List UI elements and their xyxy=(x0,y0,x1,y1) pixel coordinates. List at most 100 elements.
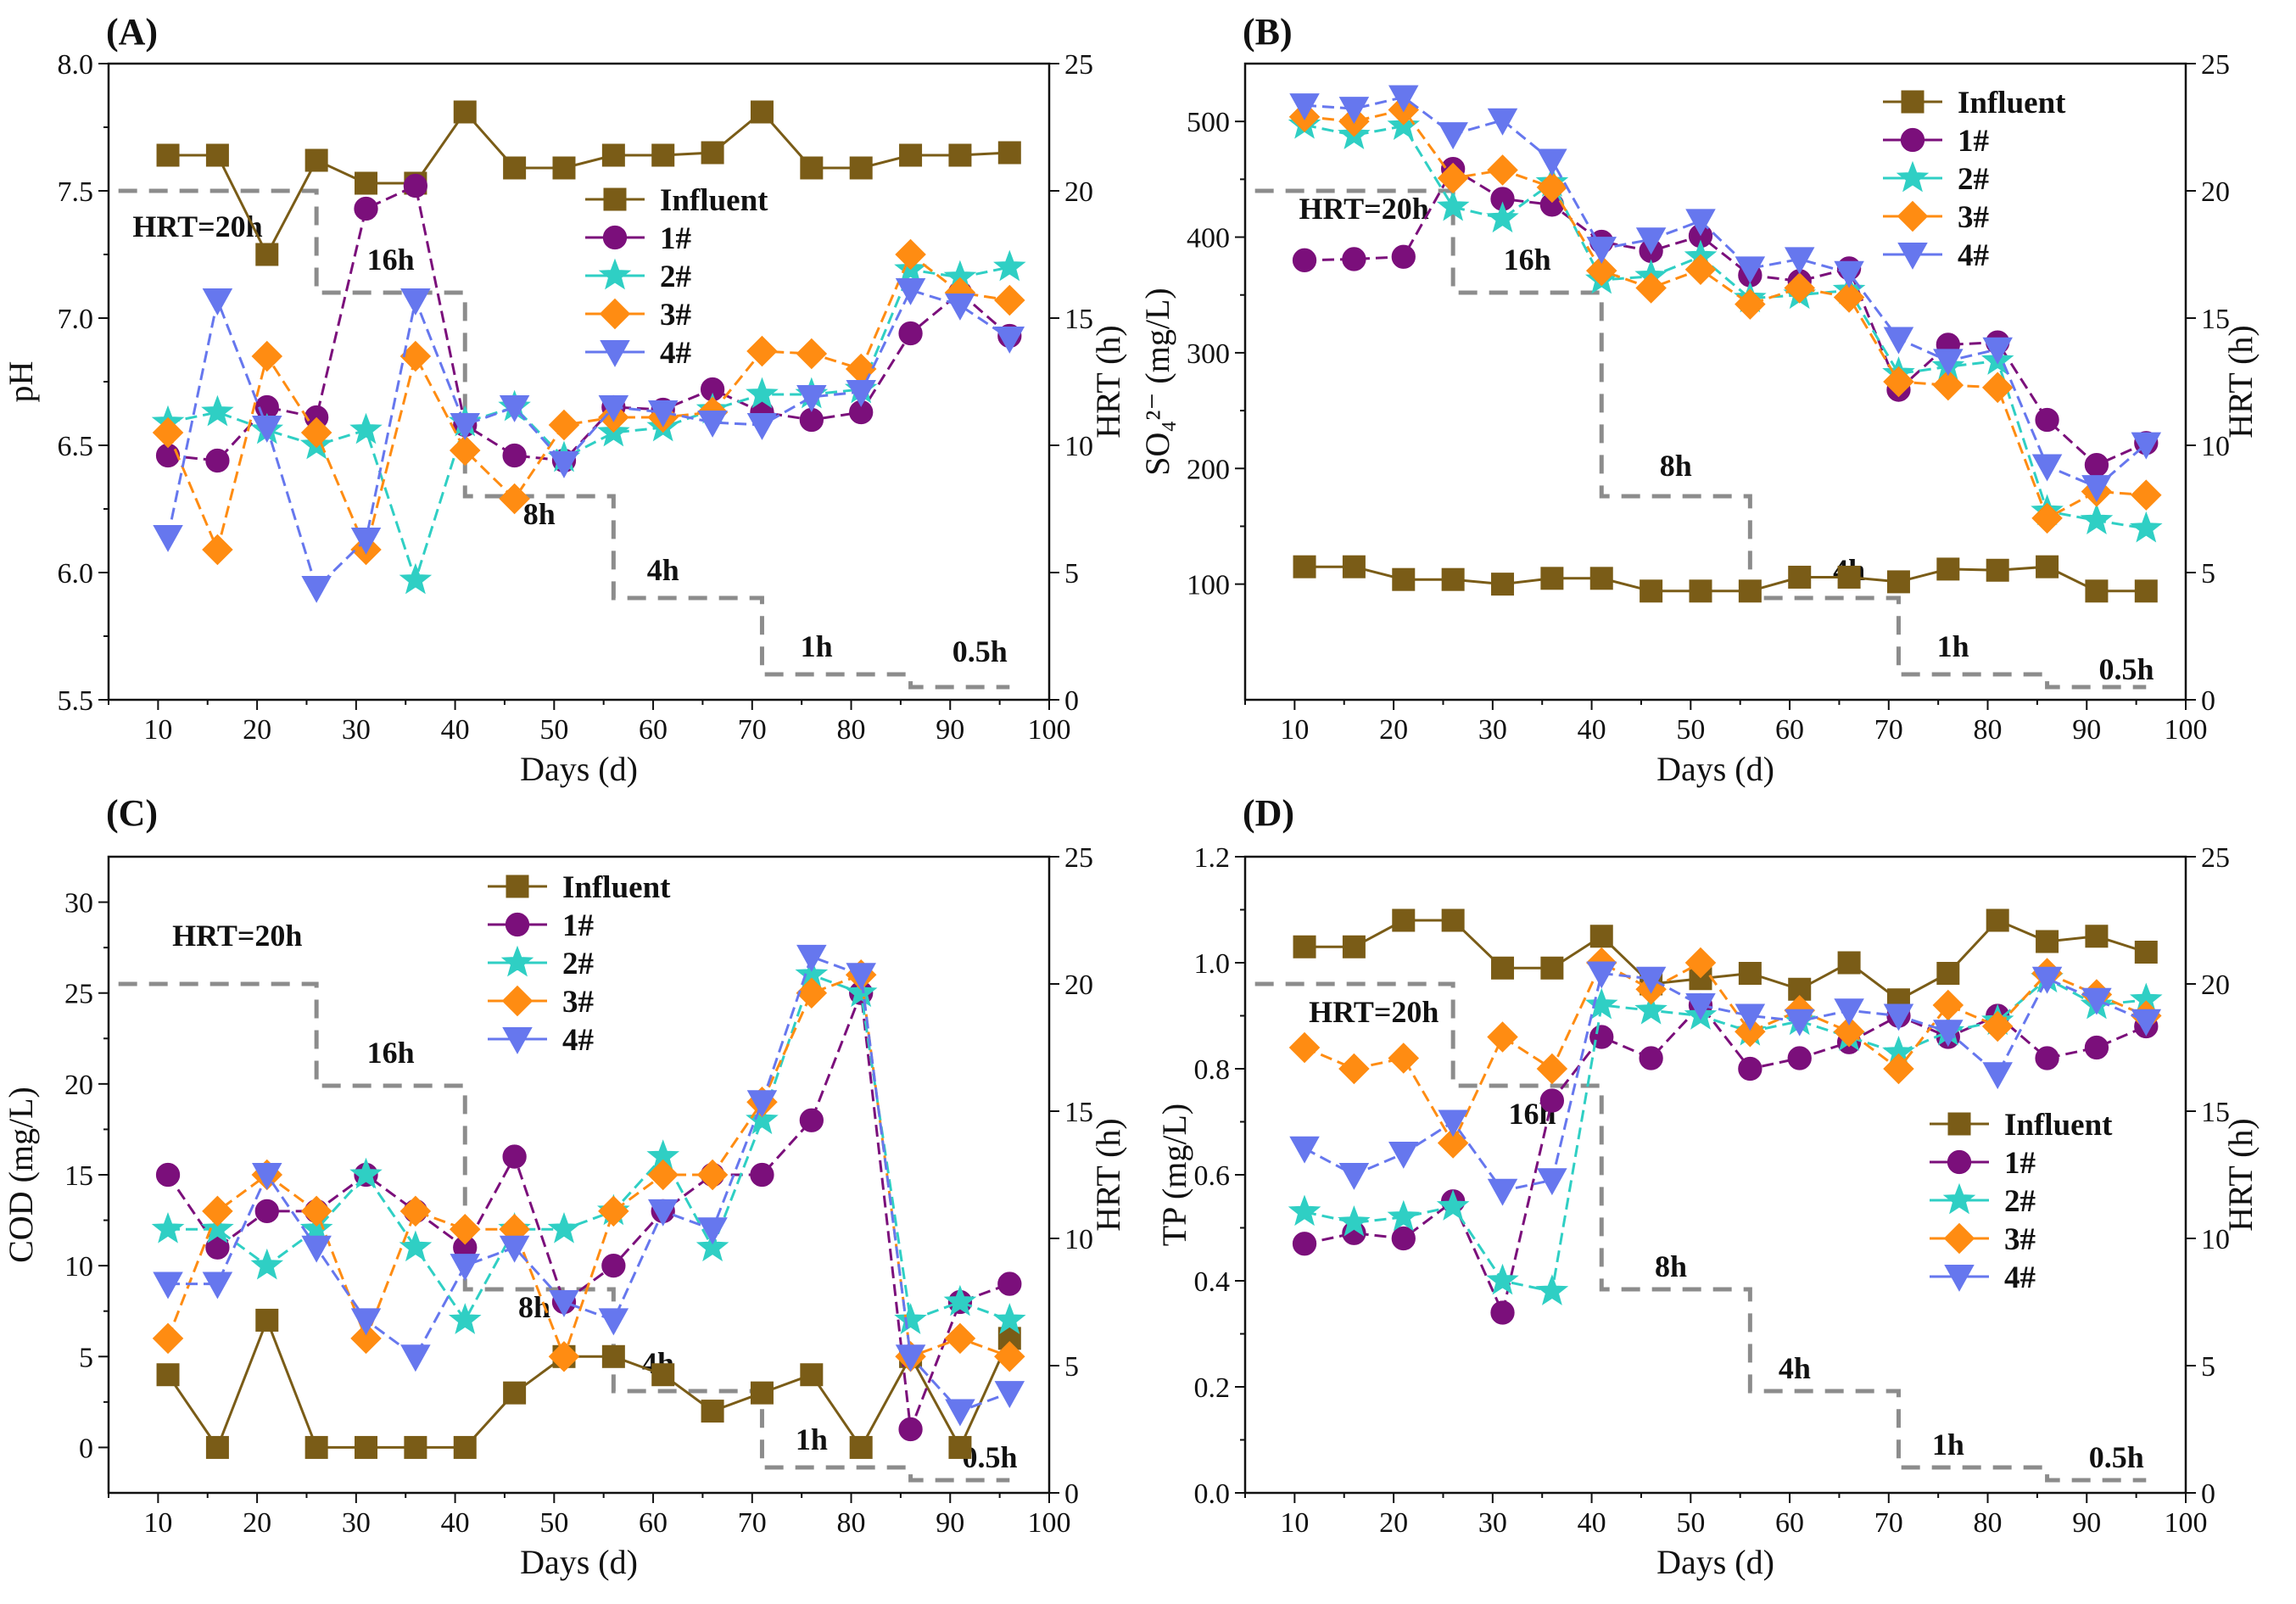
data-point xyxy=(1933,349,1964,377)
y2-tick-label: 15 xyxy=(2201,304,2230,335)
legend-label: 2# xyxy=(562,947,595,981)
y-tick-label: 400 xyxy=(1187,223,1230,254)
y2-axis-title: HRT (h) xyxy=(1089,325,1127,439)
data-point xyxy=(1436,189,1470,221)
data-point xyxy=(453,100,477,124)
x-tick-label: 100 xyxy=(1028,1507,1071,1539)
data-point xyxy=(350,527,382,555)
y2-tick-label: 15 xyxy=(1064,1097,1093,1128)
data-point xyxy=(993,249,1026,282)
data-point xyxy=(502,1144,527,1169)
data-point xyxy=(1586,237,1617,265)
x-tick-label: 50 xyxy=(539,1507,568,1539)
data-point xyxy=(156,1363,180,1387)
data-point xyxy=(846,963,876,991)
data-point xyxy=(943,1284,977,1316)
series-line xyxy=(1304,565,2147,593)
series-line xyxy=(168,109,1010,258)
data-point xyxy=(250,1248,284,1280)
data-point xyxy=(1684,947,1717,979)
data-point xyxy=(1738,962,1762,985)
data-point xyxy=(1883,327,1914,355)
data-point xyxy=(503,156,527,180)
x-axis-title: Days (d) xyxy=(520,1543,638,1581)
data-point xyxy=(647,400,679,428)
data-point xyxy=(895,1344,926,1372)
x-tick-label: 60 xyxy=(1775,1507,1804,1539)
data-point xyxy=(549,450,579,478)
x-tick-label: 50 xyxy=(1676,1507,1705,1539)
data-point xyxy=(945,1399,975,1427)
data-point xyxy=(1788,565,1812,589)
data-point xyxy=(403,173,428,198)
y-tick-label: 15 xyxy=(64,1160,93,1192)
y2-tick-label: 5 xyxy=(1064,1351,1079,1383)
x-tick-label: 20 xyxy=(1379,1507,1408,1539)
legend-marker xyxy=(1947,1112,1971,1136)
y-axis-title: pH xyxy=(2,361,40,403)
data-point xyxy=(696,1159,729,1191)
data-point xyxy=(400,1344,431,1372)
x-tick-label: 100 xyxy=(1028,714,1071,746)
data-point xyxy=(1486,201,1519,233)
data-point xyxy=(746,335,778,367)
data-point xyxy=(1635,227,1667,255)
series-line xyxy=(166,252,1010,554)
series-line xyxy=(1304,108,2147,521)
legend-marker xyxy=(1897,242,1928,270)
data-point xyxy=(601,1344,625,1368)
data-point xyxy=(898,1417,923,1442)
data-point xyxy=(796,338,828,370)
y-tick-label: 8.0 xyxy=(58,49,94,81)
x-tick-label: 60 xyxy=(639,1507,668,1539)
hrt-label: 0.5h xyxy=(2098,652,2154,686)
x-tick-label: 70 xyxy=(738,714,767,746)
legend-label: 3# xyxy=(2004,1222,2036,1257)
data-point xyxy=(449,1214,481,1245)
data-point xyxy=(1338,1204,1371,1237)
data-point xyxy=(1639,1046,1663,1070)
data-point xyxy=(2085,925,2109,948)
legend-marker xyxy=(1900,127,1925,153)
hrt-label: 1h xyxy=(801,629,833,663)
series-line xyxy=(1304,123,2147,530)
y2-tick-label: 20 xyxy=(1064,970,1093,1001)
x-tick-label: 20 xyxy=(1379,714,1408,746)
data-point xyxy=(1536,171,1568,204)
y-tick-label: 7.0 xyxy=(58,304,94,335)
legend-marker xyxy=(602,225,628,250)
x-tick-label: 10 xyxy=(1280,1507,1309,1539)
data-point xyxy=(1834,260,1864,288)
data-point xyxy=(1338,1053,1370,1085)
data-point xyxy=(997,1271,1022,1296)
data-point xyxy=(2035,407,2059,433)
data-point xyxy=(1735,1015,1766,1048)
data-point xyxy=(399,1195,432,1227)
data-point xyxy=(503,1381,527,1405)
legend-marker xyxy=(506,875,529,898)
data-point xyxy=(448,1303,482,1334)
y2-tick-label: 20 xyxy=(2201,176,2230,208)
data-point xyxy=(1438,1109,1468,1137)
data-point xyxy=(1289,1136,1320,1164)
data-point xyxy=(994,1381,1025,1409)
y2-tick-label: 10 xyxy=(2201,1224,2230,1255)
data-point xyxy=(899,143,923,167)
data-point xyxy=(997,141,1021,165)
data-point xyxy=(1540,567,1564,590)
hrt-label: 1h xyxy=(1937,629,1969,663)
y2-tick-label: 20 xyxy=(2201,970,2230,1001)
x-tick-label: 80 xyxy=(1974,1507,2003,1539)
data-point xyxy=(1486,1263,1519,1295)
data-point xyxy=(701,141,724,165)
data-point xyxy=(453,1435,477,1459)
data-point xyxy=(1437,162,1469,194)
panel-label: (D) xyxy=(1243,792,1294,834)
data-point xyxy=(746,412,778,440)
data-point xyxy=(1986,908,2009,932)
legend-label: 3# xyxy=(1958,200,1990,235)
data-point xyxy=(2031,966,2063,994)
data-point xyxy=(1388,1042,1420,1074)
data-point xyxy=(404,1435,427,1459)
